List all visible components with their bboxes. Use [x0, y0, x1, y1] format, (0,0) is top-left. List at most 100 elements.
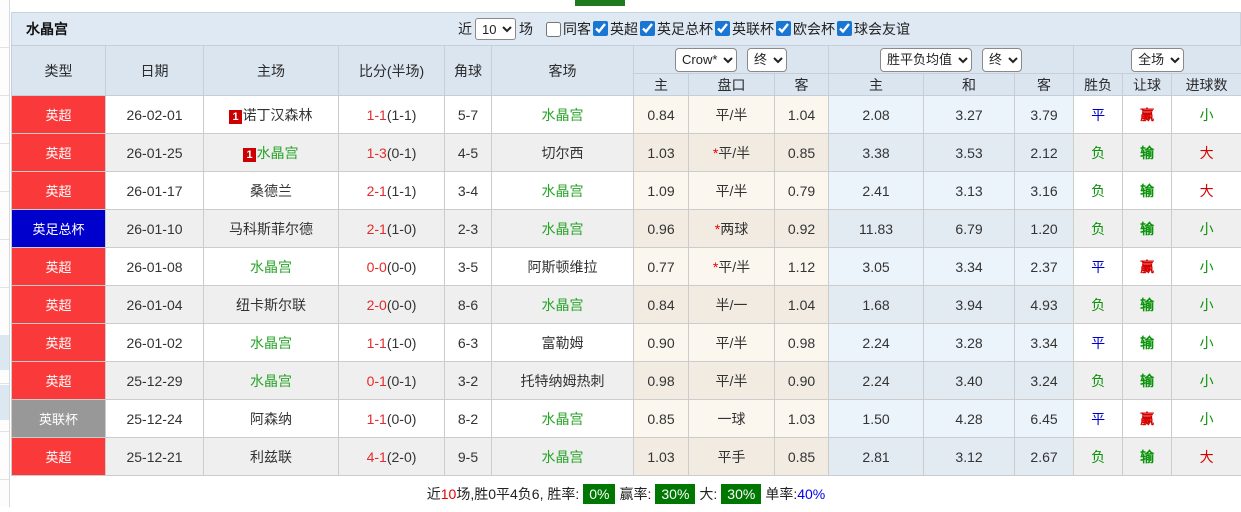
league-filter-2[interactable]: 英联杯 — [715, 19, 774, 39]
goals-cell-value: 小 — [1200, 221, 1214, 237]
full-score: 1-1 — [367, 335, 387, 351]
handicap-result-cell: 输 — [1123, 362, 1172, 400]
wdl-cell: 负 — [1074, 210, 1123, 248]
avg-away-cell: 3.16 — [1015, 172, 1074, 210]
same-away-checkbox[interactable] — [546, 22, 561, 37]
top-green-fragment — [575, 0, 625, 6]
handicap-result-cell-value: 输 — [1140, 145, 1154, 161]
full-score: 2-0 — [367, 297, 387, 313]
match-type-cell: 英超 — [12, 172, 106, 210]
avg-type-select[interactable]: 胜平负均值 — [880, 48, 972, 72]
match-type-cell: 英超 — [12, 362, 106, 400]
wdl-cell-value: 负 — [1091, 145, 1105, 161]
full-score: 0-1 — [367, 373, 387, 389]
odds-home-cell: 0.84 — [634, 96, 689, 134]
away-team-cell: 阿斯顿维拉 — [492, 248, 634, 286]
avg-draw-cell: 3.13 — [924, 172, 1015, 210]
avg-away-cell: 2.12 — [1015, 134, 1074, 172]
home-team-name: 诺丁汉森林 — [243, 107, 313, 123]
home-team-cell: 纽卡斯尔联 — [204, 286, 339, 324]
handicap-rate-label: 赢率: — [619, 484, 651, 504]
home-team-name: 马科斯菲尔德 — [229, 221, 313, 237]
date-cell: 26-01-10 — [106, 210, 204, 248]
league-checkbox[interactable] — [640, 21, 655, 36]
half-score: (1-0) — [387, 335, 417, 351]
odds-company-select[interactable]: Crow* — [675, 48, 737, 72]
half-score: (0-1) — [387, 373, 417, 389]
league-filter-3[interactable]: 欧会杯 — [776, 19, 835, 39]
league-checkbox[interactable] — [837, 21, 852, 36]
avg-draw-cell: 3.40 — [924, 362, 1015, 400]
avg-away-cell: 2.37 — [1015, 248, 1074, 286]
full-score: 4-1 — [367, 449, 387, 465]
score-cell: 2-1(1-0) — [339, 210, 445, 248]
league-checkbox[interactable] — [715, 21, 730, 36]
league-label: 英联杯 — [732, 19, 774, 39]
avg-state-select[interactable]: 终 — [982, 48, 1022, 72]
home-team-name: 水晶宫 — [250, 259, 292, 275]
half-score: (0-1) — [387, 145, 417, 161]
handicap-text: 平/半 — [716, 183, 748, 199]
away-team-cell: 水晶宫 — [492, 210, 634, 248]
goals-cell-value: 小 — [1200, 373, 1214, 389]
full-score: 1-3 — [367, 145, 387, 161]
half-score: (1-0) — [387, 221, 417, 237]
goals-cell-value: 小 — [1200, 335, 1214, 351]
away-team-cell: 水晶宫 — [492, 286, 634, 324]
match-type-cell: 英足总杯 — [12, 210, 106, 248]
match-type-cell: 英超 — [12, 134, 106, 172]
date-cell: 26-01-08 — [106, 248, 204, 286]
rank-badge: 1 — [243, 148, 255, 162]
corner-cell: 3-2 — [445, 362, 492, 400]
home-team-name: 水晶宫 — [250, 335, 292, 351]
odds-home-cell: 0.85 — [634, 400, 689, 438]
col-header-type: 类型 — [12, 46, 106, 96]
avg-home-cell: 1.50 — [829, 400, 924, 438]
home-team-name: 阿森纳 — [250, 411, 292, 427]
avg-away-cell: 1.20 — [1015, 210, 1074, 248]
odds-away-cell: 0.98 — [775, 324, 829, 362]
league-checkbox[interactable] — [776, 21, 791, 36]
rank-badge: 1 — [229, 110, 241, 124]
home-team-cell: 水晶宫 — [204, 324, 339, 362]
home-team-name: 水晶宫 — [257, 145, 299, 161]
odds-state-select[interactable]: 终 — [747, 48, 787, 72]
league-checkbox[interactable] — [593, 21, 608, 36]
goals-cell-value: 大 — [1200, 449, 1214, 465]
away-team-name: 水晶宫 — [542, 183, 584, 199]
scope-select[interactable]: 全场 — [1131, 48, 1184, 72]
away-team-cell: 水晶宫 — [492, 400, 634, 438]
odds-controls-cell: Crow* 终 — [634, 46, 829, 74]
league-label: 欧会杯 — [793, 19, 835, 39]
league-filter-4[interactable]: 球会友谊 — [837, 19, 910, 39]
handicap-text: 平/半 — [716, 373, 748, 389]
odds-away-cell: 0.85 — [775, 438, 829, 476]
league-label: 球会友谊 — [854, 19, 910, 39]
avg-draw-cell: 4.28 — [924, 400, 1015, 438]
goals-cell: 大 — [1172, 134, 1241, 172]
wdl-cell: 负 — [1074, 172, 1123, 210]
avg-away-cell: 2.67 — [1015, 438, 1074, 476]
date-cell: 25-12-24 — [106, 400, 204, 438]
league-filter-1[interactable]: 英足总杯 — [640, 19, 713, 39]
wdl-cell-value: 负 — [1091, 297, 1105, 313]
handicap-text: 平/半 — [718, 145, 750, 161]
score-cell: 1-3(0-1) — [339, 134, 445, 172]
wdl-cell: 平 — [1074, 248, 1123, 286]
handicap-cell: 平/半 — [689, 324, 775, 362]
col-header-odds-handicap: 盘口 — [689, 74, 775, 96]
avg-away-cell: 6.45 — [1015, 400, 1074, 438]
odds-home-cell: 1.03 — [634, 134, 689, 172]
goals-cell: 小 — [1172, 400, 1241, 438]
away-team-cell: 水晶宫 — [492, 96, 634, 134]
recent-count-select[interactable]: 10 — [475, 18, 516, 40]
away-team-cell: 切尔西 — [492, 134, 634, 172]
league-filter-0[interactable]: 英超 — [593, 19, 638, 39]
odds-away-cell: 0.90 — [775, 362, 829, 400]
avg-draw-cell: 6.79 — [924, 210, 1015, 248]
same-away-filter[interactable]: 同客 — [546, 19, 591, 39]
home-team-name: 利兹联 — [250, 449, 292, 465]
